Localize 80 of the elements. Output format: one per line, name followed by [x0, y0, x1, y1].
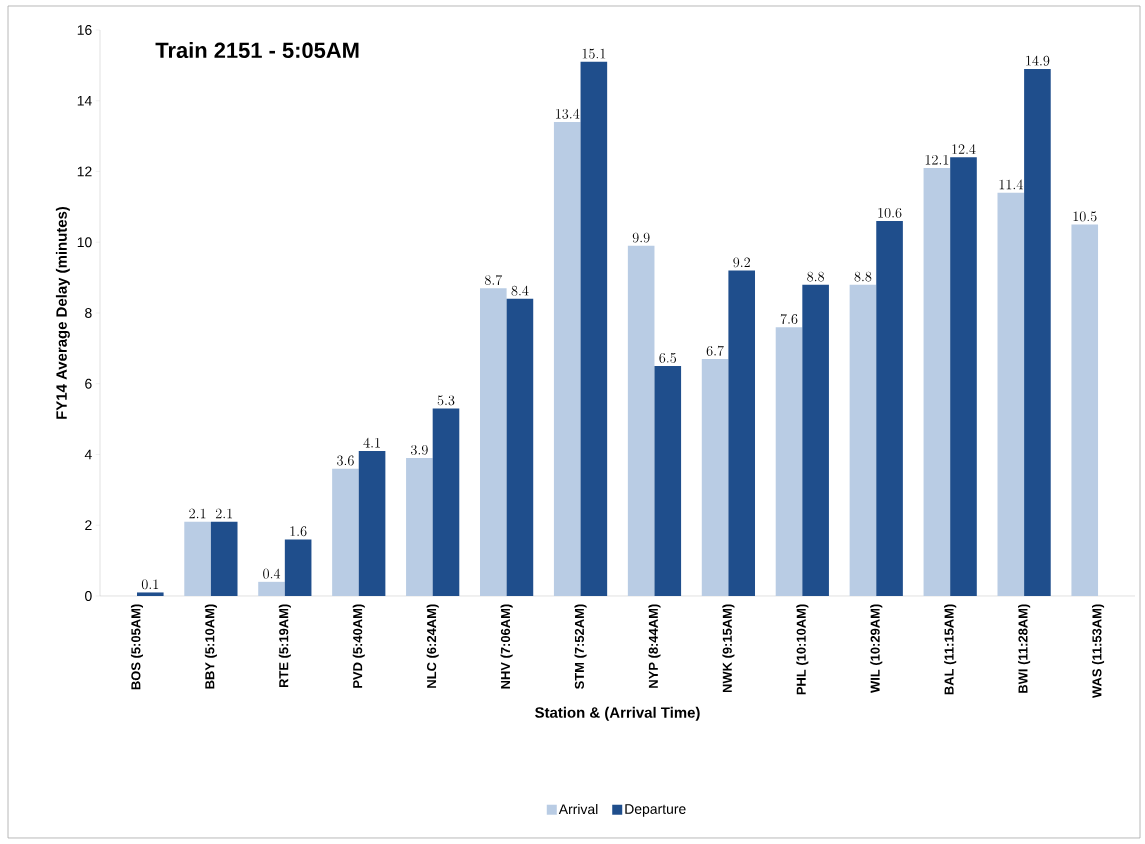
bar: [136, 592, 164, 596]
y-tick-label: 16: [77, 25, 92, 35]
bar: [876, 221, 903, 596]
x-tick-label: RTE (5:19AM): [278, 604, 291, 688]
data-label: 6.7: [706, 345, 724, 356]
data-label: 10.6: [878, 207, 902, 218]
bar: [258, 581, 285, 596]
bar: [406, 458, 433, 596]
data-label: 1 .6: [290, 526, 307, 537]
y-tick-label: 14: [77, 95, 92, 106]
bar: [849, 284, 877, 596]
bar: [654, 366, 682, 596]
x-axis-title: Station & (Arrival Time): [535, 706, 700, 721]
bar: [553, 121, 581, 596]
bar: [432, 408, 460, 596]
data-label: 8.4: [511, 285, 529, 296]
bar: [923, 167, 951, 596]
data-label: 14.9: [1026, 55, 1050, 66]
y-tick-label: 12: [77, 166, 92, 177]
data-label: 11 .4: [999, 179, 1023, 190]
y-tick-label: 8: [85, 308, 92, 318]
data-label: 7.6: [780, 313, 798, 324]
legend-label: Arrival: [558, 803, 598, 815]
x-tick-label: WAS (11:53AM): [1092, 604, 1105, 699]
bar: [701, 358, 729, 596]
bar: [358, 450, 386, 596]
bar: [627, 245, 655, 596]
x-tick-label: BOS (5:05AM): [130, 604, 144, 690]
x-tick-label: PHL (10:10AM): [796, 604, 809, 695]
bar: [332, 468, 359, 596]
legend-label: Departure: [625, 804, 686, 817]
data-label: 0.4: [263, 568, 281, 579]
x-tick-label: BBY (5:10AM): [204, 604, 217, 689]
bar: [728, 270, 756, 596]
x-tick-label: NLC (6:24AM): [426, 604, 439, 688]
bar: [1071, 224, 1099, 596]
y-axis-title: FY14 Average Delay (minutes): [55, 206, 70, 419]
x-tick-label: NHV (7:06AM): [500, 604, 513, 689]
bar: [580, 61, 608, 596]
data-label: 8.8: [854, 271, 872, 282]
x-tick-label: WIL (10:29AM): [870, 604, 883, 693]
bar: [184, 521, 211, 596]
data-label: 9.2: [733, 257, 750, 268]
y-tick-label: 4: [84, 449, 92, 460]
data-label: 8.8: [807, 271, 825, 282]
data-label: 12. 1: [925, 154, 949, 165]
data-label: 2. 1: [189, 508, 206, 519]
x-tick-label: BAL (11:15AM): [944, 604, 957, 695]
data-label: 10.5: [1073, 211, 1097, 222]
chart-title: Train 2151 - 5:05AM: [155, 41, 359, 59]
y-tick-label: 10: [77, 237, 92, 248]
data-label: 13.4: [556, 108, 580, 119]
bar: [950, 157, 977, 596]
data-label: 4. 1: [363, 437, 380, 448]
x-tick-label: NWK (9:15AM): [722, 604, 735, 693]
bar: [210, 521, 238, 596]
bar: [480, 288, 507, 596]
bar: [997, 192, 1025, 596]
bar: [802, 284, 829, 596]
data-label: 5.3: [437, 395, 455, 406]
data-label: 8.7: [484, 275, 503, 285]
bar: [506, 298, 534, 596]
x-tick-label: NYP (8:44AM): [648, 604, 661, 688]
data-label: 15. 1: [582, 48, 606, 59]
y-tick-label: 6: [85, 378, 92, 389]
x-tick-label: STM (7:52AM): [574, 604, 587, 690]
bar: [1024, 68, 1051, 596]
data-label: 6.5: [659, 353, 677, 363]
x-tick-label: BWI (11:28AM): [1018, 604, 1031, 693]
data-label: 3.6: [337, 455, 354, 466]
data-label: 9.9: [632, 232, 650, 243]
y-tick-label: 2: [85, 520, 92, 531]
y-tick-label: 0: [85, 591, 92, 601]
data-label: 2. 1: [215, 508, 233, 519]
data-label: 3.9: [411, 444, 428, 455]
data-label: 0. 1: [141, 579, 159, 590]
bar: [775, 327, 803, 596]
bar: [284, 539, 312, 596]
data-label: 12.4: [952, 144, 976, 154]
x-tick-label: PVD (5:40AM): [352, 604, 365, 688]
